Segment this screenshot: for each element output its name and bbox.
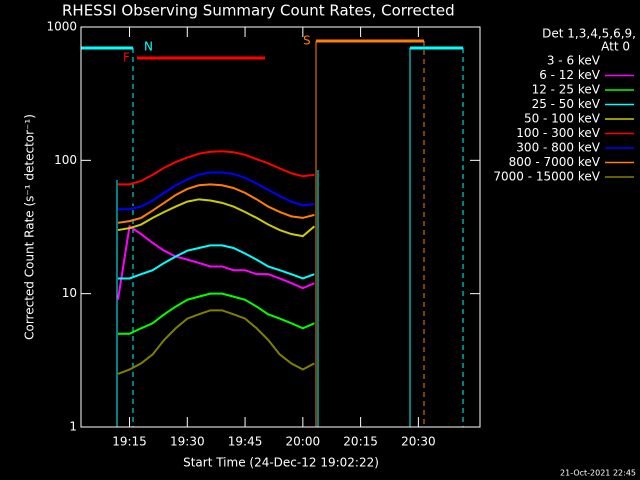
series-line (117, 292, 315, 335)
plot-frame (80, 26, 481, 428)
legend-label: 12 - 25 keV (532, 83, 601, 97)
x-tick-label: 20:00 (286, 435, 321, 449)
series-line (116, 224, 315, 300)
legend-label: 3 - 6 keV (547, 54, 601, 68)
series-line (117, 150, 315, 186)
legend-header: Det 1,3,4,5,6,9, (542, 27, 636, 41)
x-tick-label: 19:45 (228, 435, 263, 449)
annotation: S (303, 34, 311, 48)
x-tick-label: 20:30 (401, 435, 436, 449)
series-line (117, 309, 315, 375)
y-tick-label: 100 (54, 153, 77, 167)
x-tick-label: 19:15 (112, 435, 147, 449)
legend-label: 300 - 800 keV (516, 141, 600, 155)
y-axis-label: Corrected Count Rate (s⁻¹ detector⁻¹) (23, 114, 37, 340)
series-line (117, 171, 315, 211)
series-line (117, 244, 315, 280)
y-tick-label: 1 (69, 420, 77, 434)
y-tick-label: 10 (62, 286, 77, 300)
x-tick-label: 19:30 (170, 435, 205, 449)
legend-label: 25 - 50 keV (532, 97, 601, 111)
y-tick-label: 1000 (46, 20, 77, 34)
annotation: F (123, 51, 130, 65)
legend-label: 50 - 100 keV (524, 112, 601, 126)
series-line (117, 183, 315, 224)
chart-title: RHESSI Observing Summary Count Rates, Co… (62, 2, 455, 20)
legend-label: 800 - 7000 keV (509, 155, 601, 169)
annotation: N (144, 40, 153, 54)
legend-label: 6 - 12 keV (539, 68, 601, 82)
x-axis-label: Start Time (24-Dec-12 19:02:22) (183, 456, 379, 470)
timestamp: 21-Oct-2021 22:45 (560, 469, 636, 478)
event-markers: N F S (81, 34, 464, 427)
legend-label: 7000 - 15000 keV (493, 170, 600, 184)
x-tick-label: 20:15 (343, 435, 378, 449)
legend-header: Att 0 (601, 40, 630, 54)
legend-label: 100 - 300 keV (516, 126, 600, 140)
series-line (117, 198, 316, 238)
